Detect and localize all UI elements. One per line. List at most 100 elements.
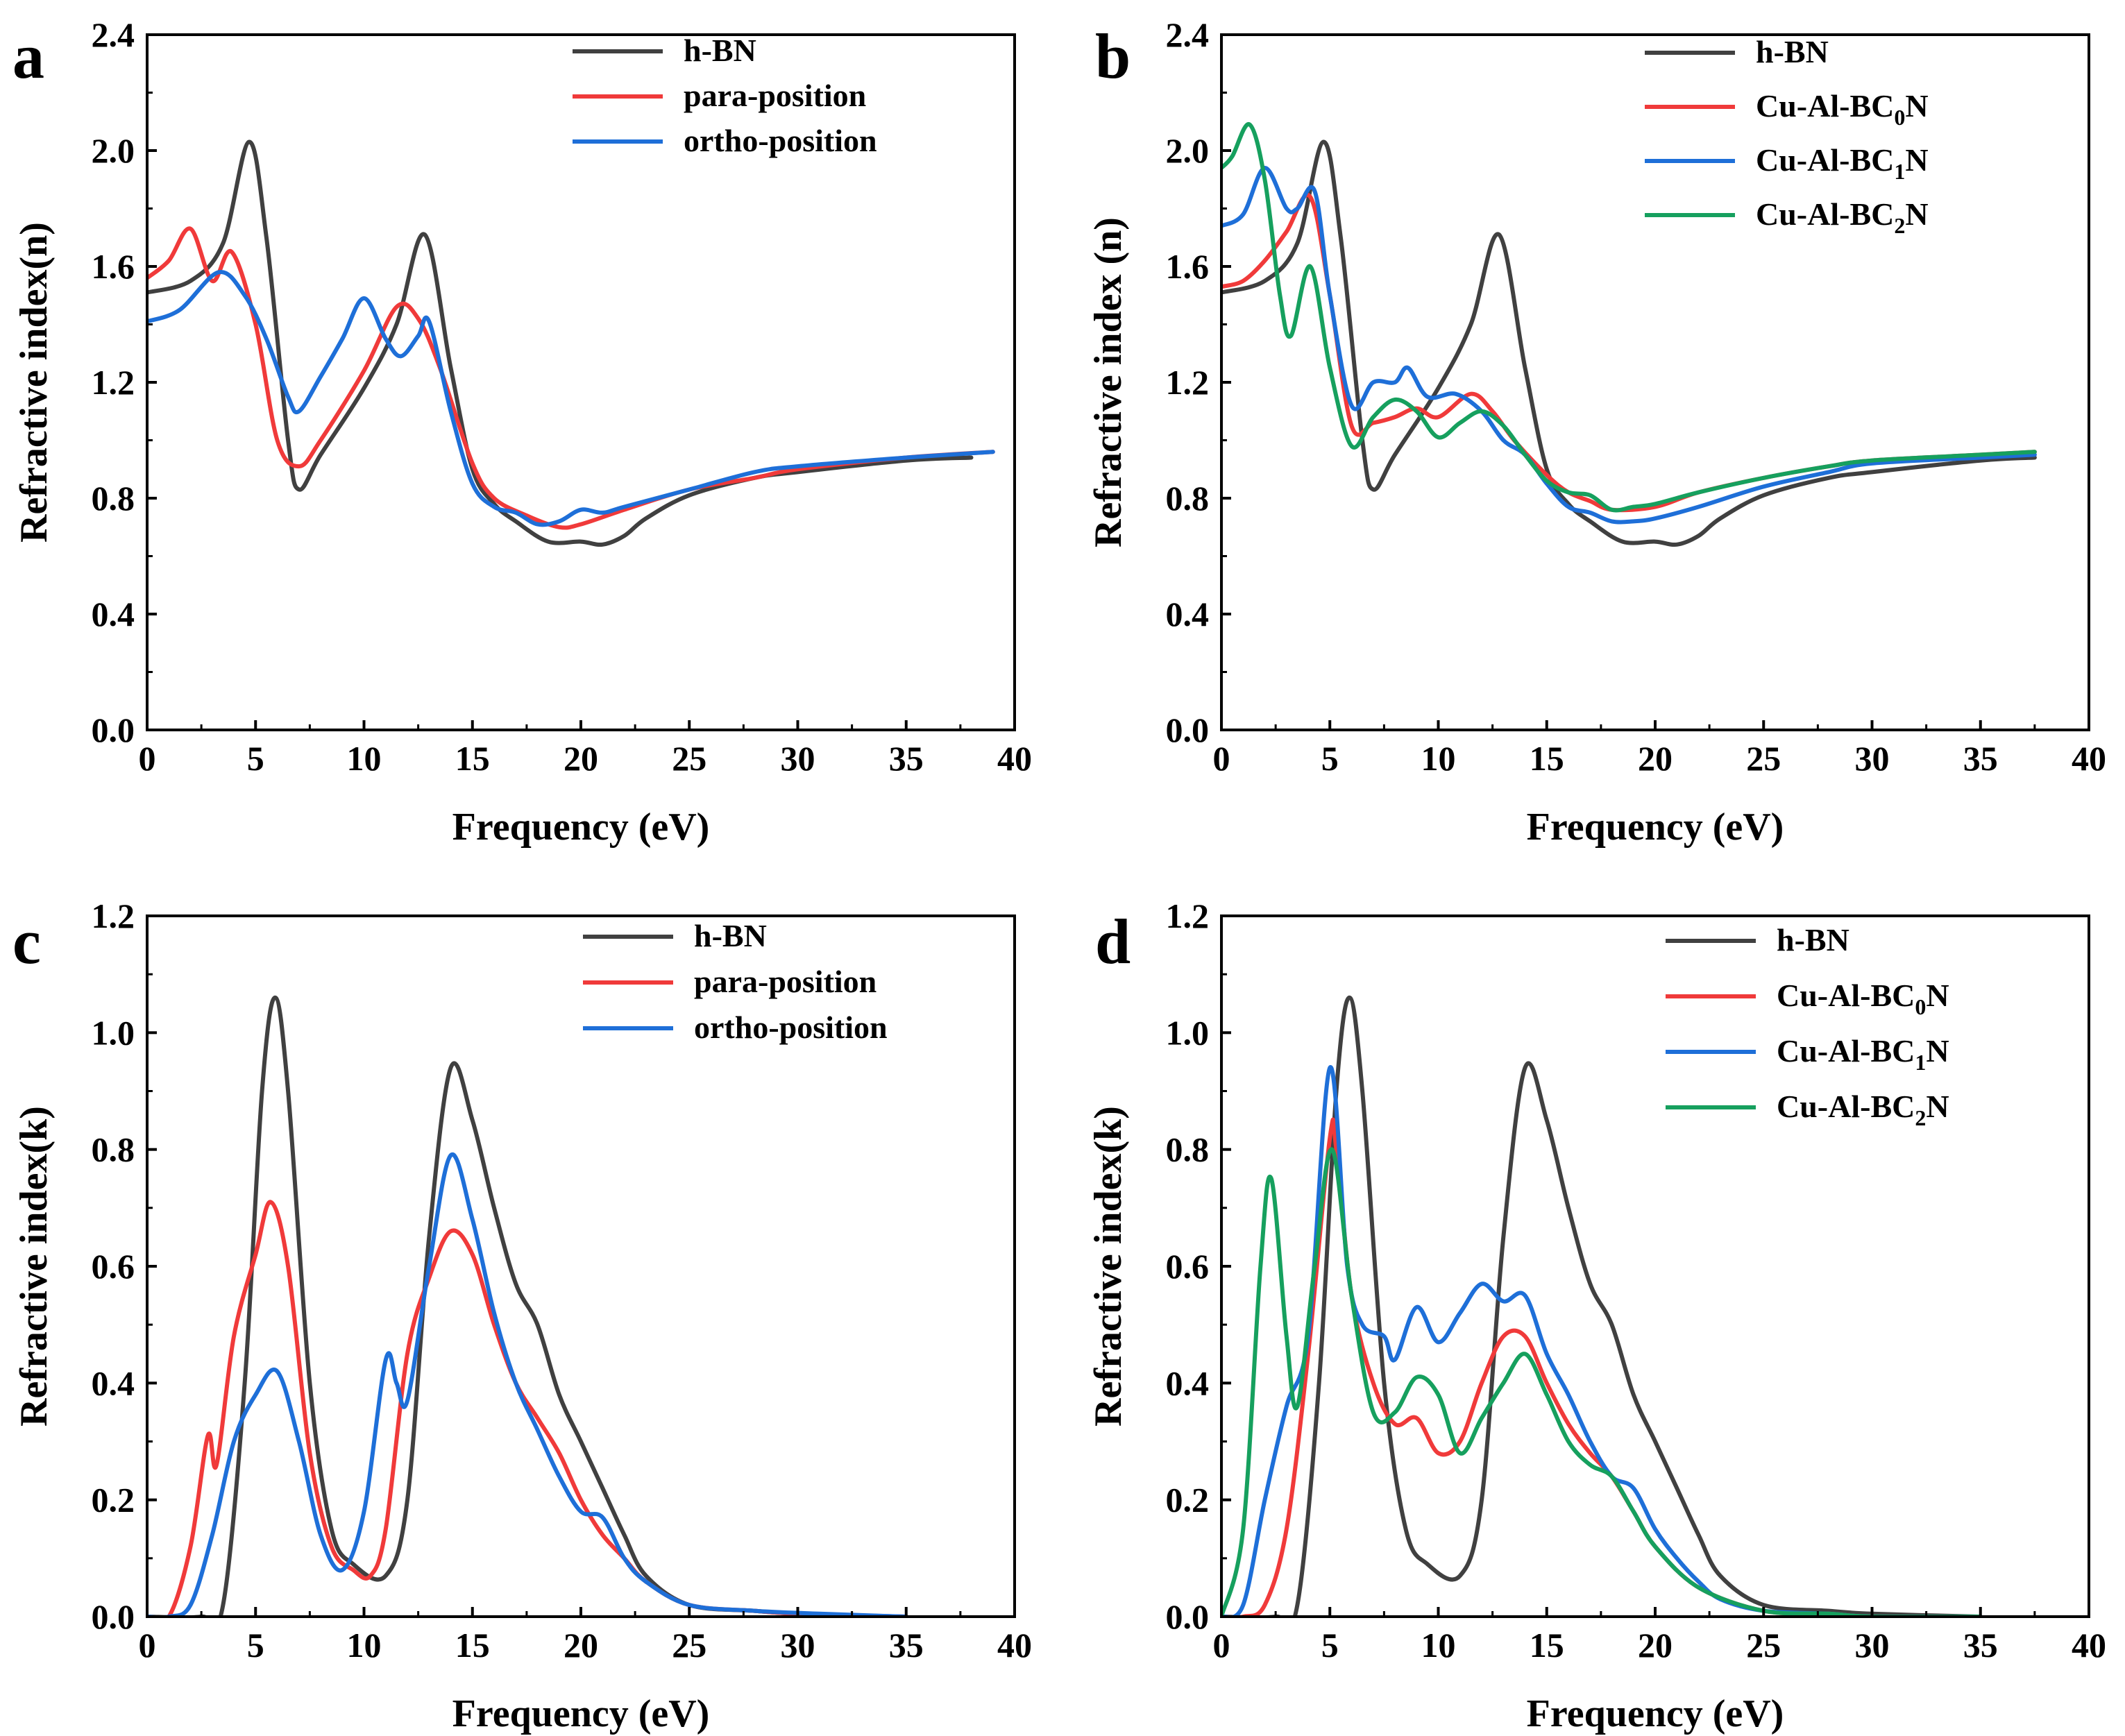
- x-axis-title: Frequency (eV): [1527, 1692, 1784, 1735]
- y-tick-label: 2.4: [92, 15, 135, 54]
- y-tick-label: 1.2: [1166, 896, 1210, 935]
- x-axis-title: Frequency (eV): [1527, 806, 1784, 849]
- x-tick-label: 40: [997, 739, 1032, 778]
- x-tick-label: 30: [1855, 1626, 1890, 1665]
- y-tick-label: 0.4: [92, 595, 135, 633]
- series-line-0: [1221, 995, 1983, 1617]
- plot-area: [147, 139, 995, 547]
- panel-letter: a: [12, 21, 44, 92]
- y-tick-label: 1.2: [92, 896, 135, 935]
- plot-area: [1221, 122, 2037, 547]
- x-tick-label: 20: [1638, 1626, 1673, 1665]
- x-tick-label: 35: [889, 739, 924, 778]
- x-tick-label: 15: [1530, 1626, 1564, 1665]
- y-tick-label: 1.2: [92, 363, 135, 402]
- panel-d: 0 5 10 15 20 25 30 35 40 0.0 0.2 0.4 0.6 0.8 1.0 1.2 Fre…: [1087, 896, 2106, 1735]
- y-tick-label: 2.4: [1166, 15, 1210, 54]
- y-tick-label: 0.4: [1166, 595, 1210, 633]
- y-tick-label: 0.8: [92, 479, 135, 518]
- legend-label: para-position: [694, 964, 877, 999]
- series-line-0: [147, 139, 974, 547]
- legend-label: Cu-Al-BC1N: [1756, 142, 1929, 184]
- series-line-2: [1221, 166, 2037, 525]
- axes-frame: [1220, 33, 2090, 731]
- x-tick-label: 25: [1746, 1626, 1781, 1665]
- legend-label: ortho-position: [694, 1010, 888, 1045]
- y-tick-label: 0.8: [1166, 1130, 1210, 1169]
- y-axis-title: Refractive index(k): [12, 1106, 56, 1427]
- x-tick-label: 40: [2072, 1626, 2106, 1665]
- series-line-0: [1221, 139, 2037, 547]
- x-tick-label: 40: [2072, 739, 2106, 778]
- x-tick-label: 10: [347, 739, 382, 778]
- x-tick-label: 0: [1213, 1626, 1230, 1665]
- legend-label: h-BN: [684, 33, 756, 68]
- legend: h-BN Cu-Al-BC0N Cu-Al-BC1N Cu-Al-BC2N: [1645, 34, 1929, 238]
- x-tick-label: 0: [1213, 739, 1230, 778]
- series-line-2: [147, 270, 995, 527]
- x-tick-label: 35: [889, 1626, 924, 1665]
- legend: h-BN para-position ortho-position: [573, 33, 877, 158]
- x-tick-label: 30: [781, 739, 815, 778]
- series-line-3: [1221, 122, 2037, 513]
- y-tick-label: 0.8: [92, 1130, 135, 1169]
- plot-area: [147, 995, 908, 1617]
- panel-b: 0 5 10 15 20 25 30 35 40 0.0 0.4 0.8 1.2 1.6 2.0 2.4 Fre…: [1087, 15, 2106, 849]
- y-tick-label: 0.4: [92, 1363, 135, 1402]
- y-axis-title: Refractive index(n): [12, 222, 56, 543]
- y-axis-title: Refractive index(k): [1087, 1106, 1130, 1427]
- y-tick-label: 0.2: [1166, 1481, 1210, 1520]
- series-line-0: [147, 995, 908, 1617]
- y-tick-label: 0.6: [92, 1247, 135, 1286]
- legend-label: Cu-Al-BC0N: [1756, 88, 1929, 130]
- y-tick-label: 0.0: [1166, 1597, 1210, 1636]
- x-tick-label: 0: [139, 1626, 156, 1665]
- x-tick-label: 5: [247, 739, 264, 778]
- legend-label: ortho-position: [684, 123, 877, 158]
- panel-letter: d: [1095, 906, 1131, 977]
- legend: h-BN para-position ortho-position: [583, 918, 888, 1045]
- y-tick-label: 1.6: [92, 247, 135, 286]
- y-tick-label: 1.0: [92, 1013, 135, 1052]
- legend: h-BN Cu-Al-BC0N Cu-Al-BC1N Cu-Al-BC2N: [1666, 922, 1949, 1130]
- y-tick-label: 0.6: [1166, 1247, 1210, 1286]
- x-tick-label: 10: [347, 1626, 382, 1665]
- x-tick-label: 15: [455, 739, 490, 778]
- series-line-1: [1221, 1117, 1983, 1617]
- x-tick-label: 5: [1321, 1626, 1339, 1665]
- y-tick-label: 0.0: [92, 1597, 135, 1636]
- series-line-3: [1221, 1147, 1983, 1617]
- legend-label: h-BN: [1777, 922, 1849, 958]
- panel-letter: b: [1095, 21, 1131, 92]
- panel-c: 0 5 10 15 20 25 30 35 40 0.0 0.2 0.4 0.6 0.8 1.0 1.2 Fre…: [12, 896, 1032, 1735]
- x-tick-label: 35: [1963, 739, 1998, 778]
- y-tick-label: 0.0: [92, 710, 135, 749]
- x-tick-label: 25: [672, 739, 706, 778]
- x-tick-label: 30: [1855, 739, 1890, 778]
- y-tick-label: 0.8: [1166, 479, 1210, 518]
- x-axis-title: Frequency (eV): [452, 1692, 710, 1735]
- legend-label: h-BN: [1756, 34, 1829, 69]
- y-tick-label: 1.0: [1166, 1013, 1210, 1052]
- x-tick-label: 35: [1963, 1626, 1998, 1665]
- x-tick-label: 20: [564, 1626, 598, 1665]
- series-line-1: [147, 226, 995, 530]
- legend-label: Cu-Al-BC1N: [1777, 1033, 1949, 1075]
- x-tick-label: 0: [139, 739, 156, 778]
- legend-label: Cu-Al-BC2N: [1777, 1089, 1949, 1130]
- x-tick-label: 5: [1321, 739, 1339, 778]
- x-axis-title: Frequency (eV): [452, 806, 710, 849]
- x-tick-label: 40: [997, 1626, 1032, 1665]
- x-tick-label: 15: [1530, 739, 1564, 778]
- y-axis-title: Refractive index (n): [1087, 217, 1130, 547]
- y-tick-label: 0.2: [92, 1481, 135, 1520]
- panel-a: 0 5 10 15 20 25 30 35 40 0.0 0.4 0.8 1.2 1.6 2.0 2.4 Fre…: [12, 15, 1032, 849]
- series-line-2: [147, 1152, 908, 1617]
- axes-frame: [146, 33, 1016, 731]
- y-tick-label: 2.0: [1166, 131, 1210, 170]
- y-tick-label: 2.0: [92, 131, 135, 170]
- x-tick-label: 20: [1638, 739, 1673, 778]
- x-tick-label: 25: [1746, 739, 1781, 778]
- y-tick-label: 0.0: [1166, 710, 1210, 749]
